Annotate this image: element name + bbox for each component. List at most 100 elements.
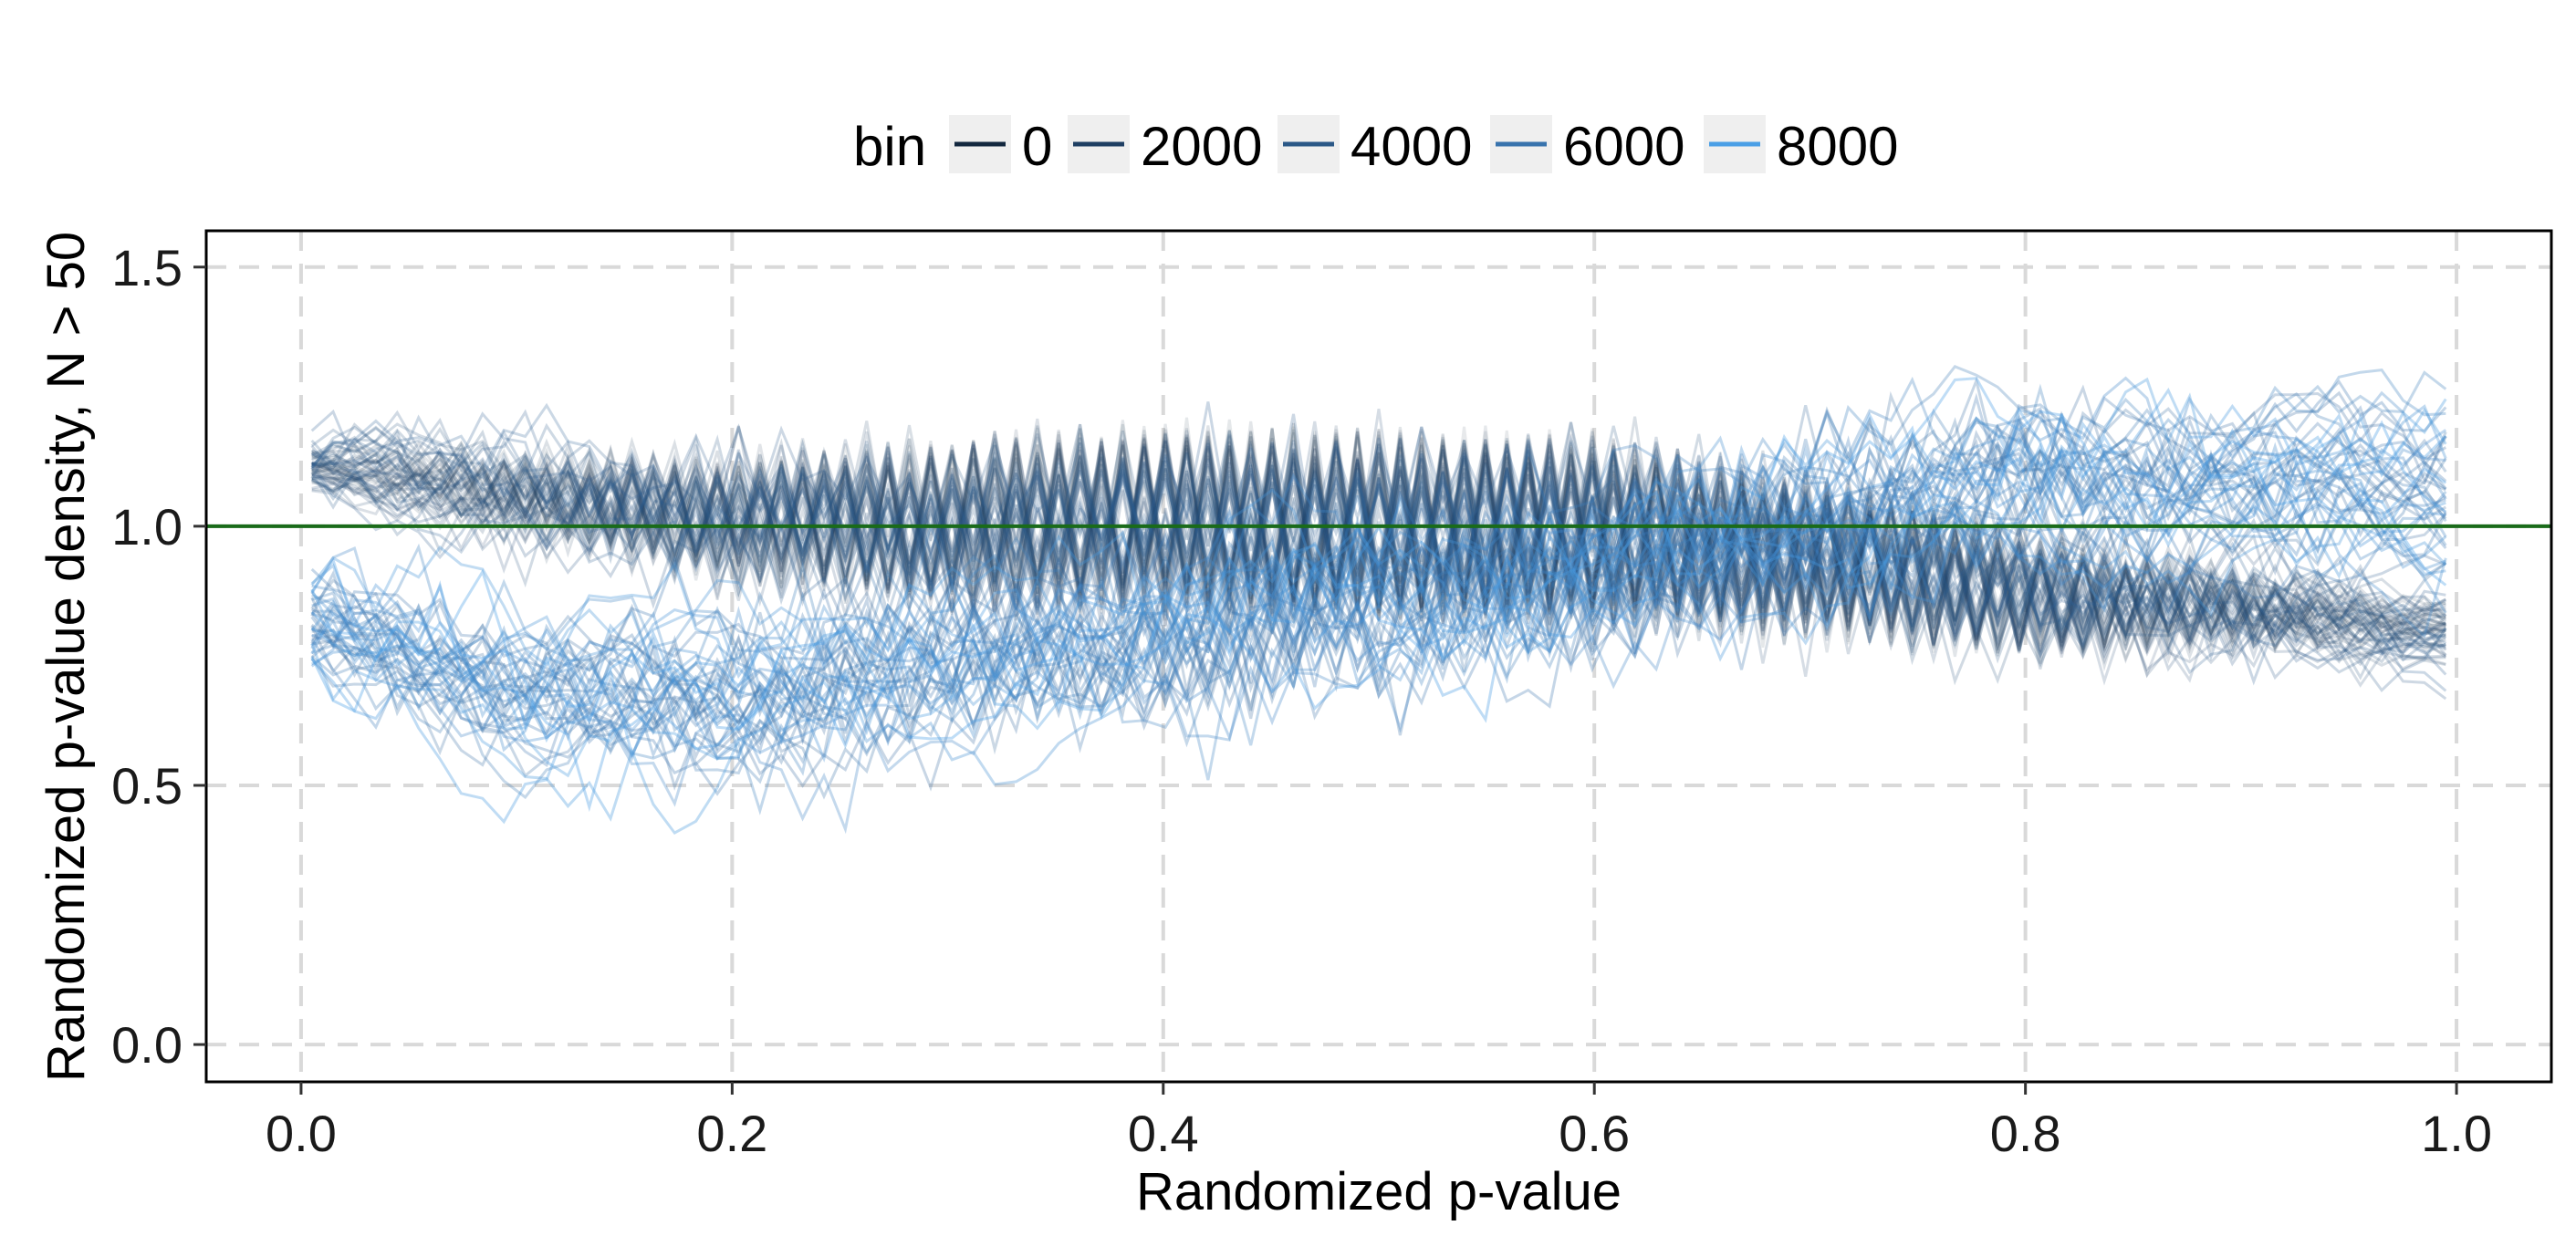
series-line [310,432,2447,791]
series-line [310,422,2446,686]
series-line [310,422,2447,636]
x-tick-label: 0.6 [1559,1105,1630,1162]
series-line [310,430,2446,657]
series-line [310,404,2447,786]
series-line [311,409,2447,661]
y-tick-label: 1.5 [111,239,183,296]
series-line [311,431,2446,651]
series-line [311,421,2446,643]
series-line [311,426,2446,653]
series-line [311,445,2446,653]
x-axis: 0.0 0.2 0.4 0.6 0.8 1.0 [266,1082,2492,1162]
series-line [311,437,2446,652]
series-line [311,414,2447,675]
series-line [311,392,2447,767]
series-line [310,422,2446,662]
series-line [311,432,2446,658]
series-line [310,425,2446,655]
series-line [310,477,2447,736]
series-line [311,444,2447,758]
series-line [311,425,2446,664]
series-line [310,377,2447,836]
series-line [311,427,2447,757]
series-line [311,427,2446,672]
series-line [311,422,2446,686]
series-line [311,429,2446,654]
series-line [311,431,2446,651]
series-line [310,377,2447,759]
series-line [310,433,2447,813]
series-line [310,406,2447,800]
series-line [311,441,2446,664]
x-tick-label: 0.8 [1990,1105,2061,1162]
series-line [311,410,2446,654]
series-line [310,437,2446,653]
series-line [310,426,2447,661]
series-line [311,376,2446,762]
legend-label: 2000 [1141,116,1262,177]
series-line [310,402,2447,692]
y-tick-label: 1.0 [111,498,183,556]
series-line [310,376,2447,743]
legend-label: 8000 [1777,116,1898,177]
series-line [310,416,2447,724]
series-line [310,390,2447,792]
series-line [311,437,2446,642]
series-line [311,408,2446,661]
y-tick-label: 0.5 [111,757,183,815]
plot-background [206,231,2551,1082]
series-line [311,418,2447,659]
x-tick-label: 0.4 [1128,1105,1199,1162]
series-line [310,441,2446,660]
series-line [311,420,2446,646]
series-line [310,453,2446,670]
series-line [310,441,2447,658]
series-line [311,430,2446,654]
series-line [311,443,2447,672]
series-line [310,461,2446,707]
series-line [310,438,2447,701]
series-line [311,369,2446,815]
series-line [310,442,2447,767]
series-line [310,428,2446,753]
series-line [310,390,2447,718]
series-line [311,408,2447,784]
series-line [310,446,2447,755]
series-line [310,398,2447,778]
series-line [310,387,2447,825]
series-line [310,379,2447,796]
series-line [311,370,2447,708]
series-line [310,364,2447,800]
series-line [310,425,2447,692]
series-line [310,423,2446,641]
series-line [310,408,2447,719]
series-line [311,416,2447,781]
x-tick-label: 0.0 [266,1105,337,1162]
series-line [310,441,2446,654]
series-line [311,438,2446,657]
y-axis: 0.0 0.5 1.0 1.5 [111,239,206,1074]
series-line [311,444,2447,645]
legend-label: 6000 [1563,116,1684,177]
series-line [310,416,2447,704]
x-tick-label: 0.2 [696,1105,767,1162]
series-line [311,421,2446,688]
series-lines [310,364,2447,836]
x-tick-label: 1.0 [2421,1105,2492,1162]
series-line [310,384,2446,739]
series-line [311,432,2447,760]
series-line [311,433,2446,664]
series-line [311,449,2447,759]
series-line [310,412,2446,753]
series-line [311,438,2446,642]
series-line [311,448,2446,660]
series-line [311,417,2446,653]
series-line [310,436,2446,649]
series-line [310,407,2447,778]
legend: bin 0 2000 4000 6000 8000 [853,115,1898,177]
series-line [311,376,2447,763]
grid [206,231,2551,1082]
series-line [311,448,2447,667]
series-line [310,407,2447,709]
